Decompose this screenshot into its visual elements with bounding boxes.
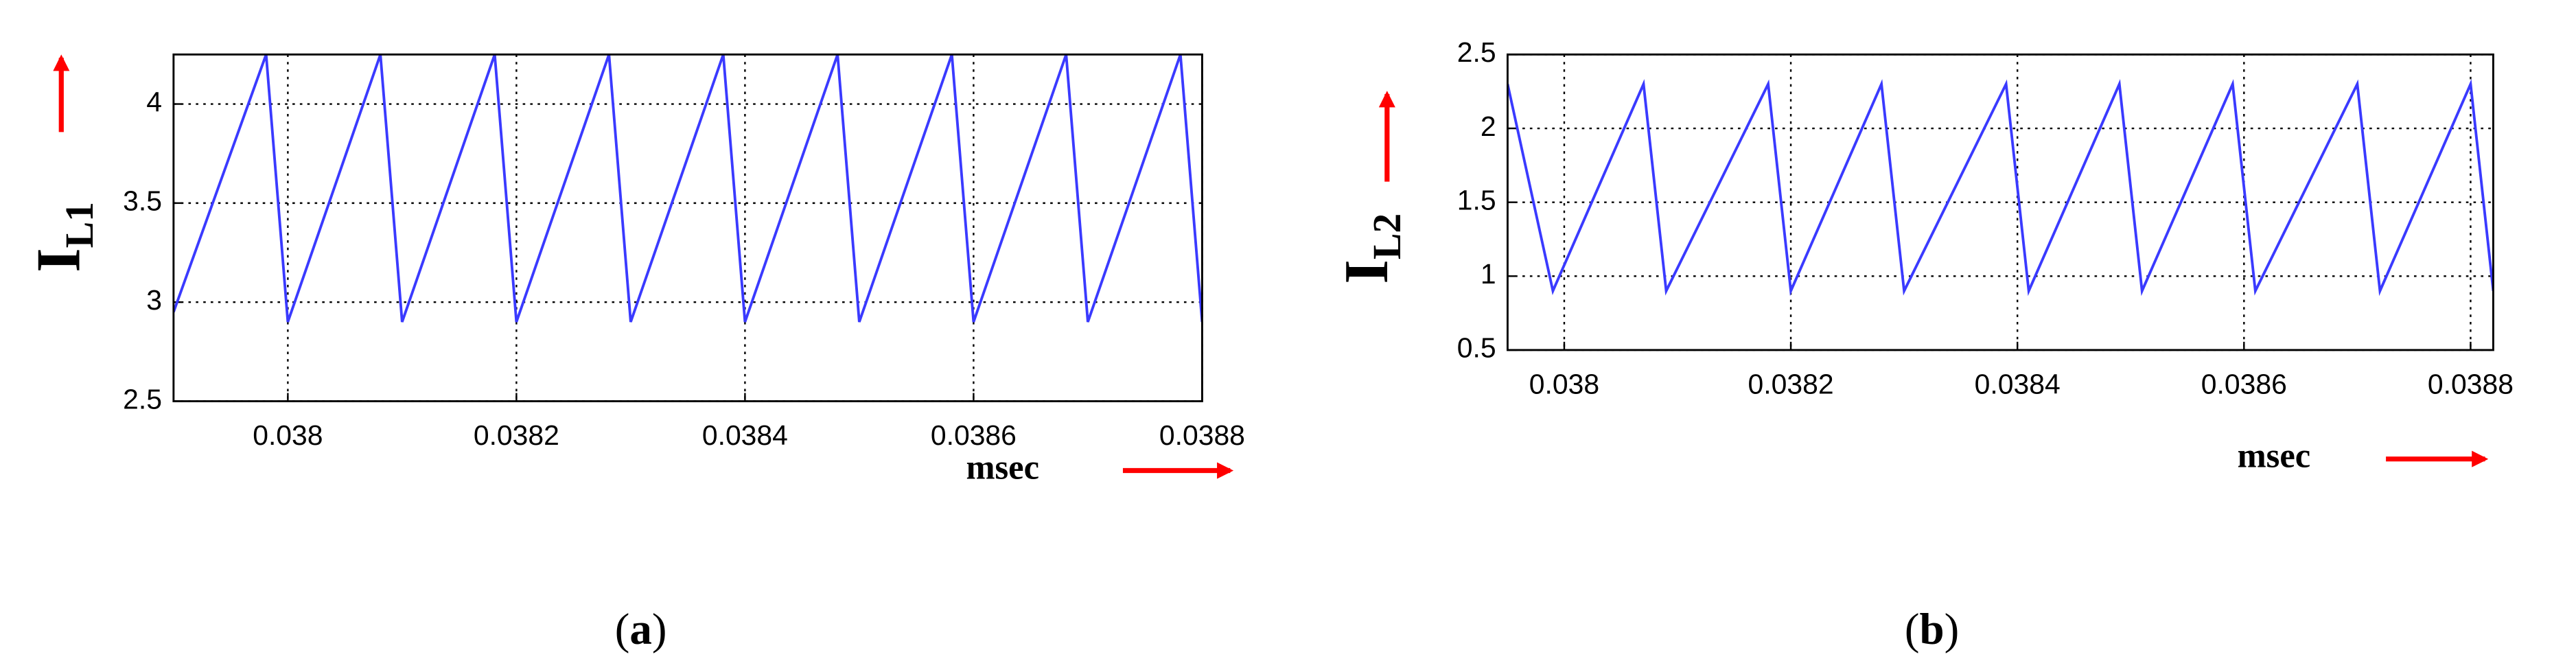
plot-frame bbox=[1506, 53, 2494, 351]
y-label-sub: L1 bbox=[58, 202, 102, 248]
x-tick-label: 0.0388 bbox=[1159, 419, 1245, 451]
y-tick-label: 1.5 bbox=[1457, 184, 1496, 216]
y-label-main: I bbox=[1332, 259, 1401, 284]
y-label-main: I bbox=[24, 248, 93, 273]
y-tick-label: 1 bbox=[1481, 258, 1496, 290]
y-tick-label: 2.5 bbox=[1457, 36, 1496, 68]
x-tick-label: 0.0382 bbox=[1748, 369, 1834, 400]
panel-letter: b bbox=[1920, 605, 1945, 654]
y-label-sub: L2 bbox=[1366, 213, 1409, 259]
plot-frame bbox=[172, 53, 1203, 402]
x-tick-label: 0.0384 bbox=[702, 419, 788, 451]
x-tick-label: 0.038 bbox=[253, 419, 323, 451]
panel-paren: ( bbox=[1905, 605, 1920, 654]
y-tick-label: 2.5 bbox=[123, 383, 162, 415]
x-axis-label: msec bbox=[2238, 437, 2311, 475]
x-tick-label: 0.038 bbox=[1529, 369, 1599, 400]
y-axis-label: IL2 bbox=[1332, 213, 1409, 284]
x-tick-label: 0.0388 bbox=[2428, 369, 2514, 400]
y-tick-label: 2 bbox=[1481, 111, 1496, 142]
x-axis-label: msec bbox=[966, 448, 1039, 487]
y-tick-label: 3.5 bbox=[123, 185, 162, 217]
y-axis-label: IL1 bbox=[24, 202, 102, 273]
y-tick-label: 4 bbox=[146, 86, 162, 117]
plot-area bbox=[173, 54, 1203, 402]
series-line bbox=[1507, 79, 2494, 297]
x-tick-label: 0.0382 bbox=[474, 419, 559, 451]
y-tick-label: 3 bbox=[146, 284, 162, 316]
panel-paren: ) bbox=[652, 605, 667, 654]
panel-paren: ( bbox=[615, 605, 630, 654]
y-tick-label: 0.5 bbox=[1457, 332, 1496, 364]
x-tick-label: 0.0386 bbox=[931, 419, 1017, 451]
panel-paren: ) bbox=[1945, 605, 1960, 654]
panel-letter: a bbox=[629, 605, 651, 654]
panel-label: (b) bbox=[1905, 605, 1959, 654]
x-tick-label: 0.0384 bbox=[1975, 369, 2061, 400]
panel-label: (a) bbox=[615, 605, 667, 654]
x-tick-label: 0.0386 bbox=[2201, 369, 2287, 400]
